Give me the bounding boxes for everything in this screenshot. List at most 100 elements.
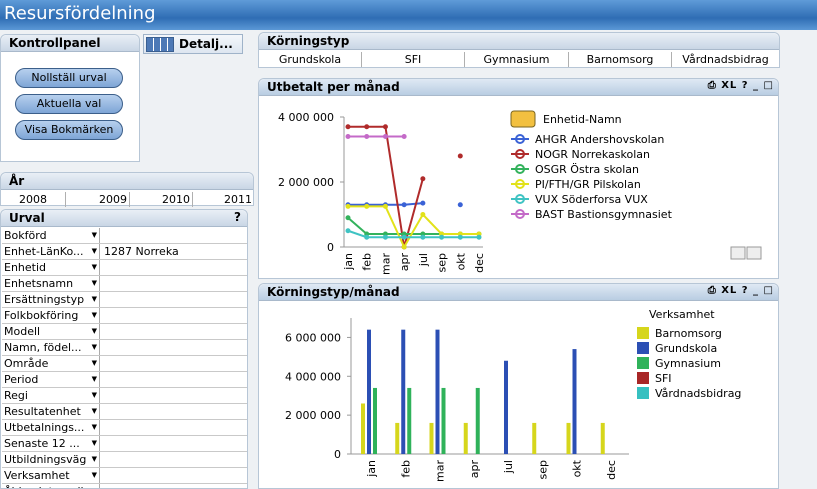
urval-field-name[interactable]: Enhet-LänKo... ▼ — [2, 244, 100, 259]
help-icon[interactable]: ? — [234, 210, 241, 224]
urval-field-name[interactable]: Bokförd ▼ — [2, 228, 100, 243]
urval-row[interactable]: Senaste 12 ... ▼ — [2, 436, 247, 452]
urval-row[interactable]: Modell ▼ — [2, 324, 247, 340]
urval-field-value[interactable]: 1287 Norreka — [104, 245, 179, 258]
urval-field-name[interactable]: Enhetid ▼ — [2, 260, 100, 275]
detalj-button[interactable]: Detalj... — [143, 34, 243, 54]
korningstyp-grundskola[interactable]: Grundskola — [259, 52, 362, 67]
urval-row[interactable]: Utbildningsväg ▼ — [2, 452, 247, 468]
urval-row[interactable]: Verksamhet ▼ — [2, 468, 247, 484]
urval-field-value[interactable] — [101, 228, 247, 243]
year-2011[interactable]: 2011 — [224, 193, 252, 206]
korningstyp-sfi[interactable]: SFI — [362, 52, 465, 67]
dropdown-arrow-icon[interactable]: ▼ — [91, 375, 97, 383]
dropdown-arrow-icon[interactable]: ▼ — [91, 295, 97, 303]
urval-field-name[interactable]: Modell ▼ — [2, 324, 100, 339]
urval-field-value[interactable] — [101, 468, 247, 483]
dropdown-arrow-icon[interactable]: ▼ — [91, 359, 97, 367]
reset-selection-button[interactable]: Nollställ urval — [15, 68, 123, 88]
urval-field-name[interactable]: Ersättningstyp ▼ — [2, 292, 100, 307]
cycle-group-icon — [510, 110, 536, 128]
urval-field-value[interactable] — [101, 260, 247, 275]
urval-row[interactable]: Folkbokföring ▼ — [2, 308, 247, 324]
year-2008[interactable]: 2008 — [1, 192, 66, 207]
urval-field-name[interactable]: Enhetsnamn ▼ — [2, 276, 100, 291]
urval-row[interactable]: Område ▼ — [2, 356, 247, 372]
data-point — [364, 203, 370, 209]
urval-field-name[interactable]: Senaste 12 ... ▼ — [2, 436, 100, 451]
urval-row[interactable]: Ersättningstyp ▼ — [2, 292, 247, 308]
urval-field-value[interactable] — [101, 340, 247, 355]
urval-field-name[interactable]: Period ▼ — [2, 372, 100, 387]
chart1-print-icon[interactable]: ⎙ — [707, 80, 717, 91]
year-2010[interactable]: 2010 — [130, 192, 193, 207]
urval-field-value[interactable] — [101, 388, 247, 403]
dropdown-arrow-icon[interactable]: ▼ — [91, 263, 97, 271]
urval-row[interactable]: Enhetsnamn ▼ — [2, 276, 247, 292]
urval-row[interactable]: Åldersintervall ▼ — [2, 484, 247, 488]
urval-field-value[interactable] — [101, 276, 247, 291]
show-bookmarks-button[interactable]: Visa Bokmärken — [15, 120, 123, 140]
urval-field-label: Resultatenhet — [4, 405, 81, 418]
dropdown-arrow-icon[interactable]: ▼ — [91, 311, 97, 319]
dropdown-arrow-icon[interactable]: ▼ — [91, 471, 97, 479]
dropdown-arrow-icon[interactable]: ▼ — [92, 484, 97, 488]
x-tick-label: mar — [379, 253, 392, 275]
dropdown-arrow-icon[interactable]: ▼ — [91, 391, 97, 399]
current-selections-button[interactable]: Aktuella val — [15, 94, 123, 114]
chart2-print-icon[interactable]: ⎙ — [707, 285, 717, 296]
urval-field-name[interactable]: Område ▼ — [2, 356, 100, 371]
urval-field-value[interactable] — [101, 308, 247, 323]
urval-field-value[interactable] — [101, 372, 247, 387]
urval-title: Urval — [1, 210, 247, 227]
urval-field-value[interactable] — [101, 436, 247, 451]
dropdown-arrow-icon[interactable]: ▼ — [91, 247, 97, 255]
korningstyp-vardnadsbidrag[interactable]: Vårdnadsbidrag — [682, 53, 769, 66]
bar — [600, 422, 605, 454]
urval-field-name[interactable]: Namn, födel... ▼ — [2, 340, 100, 355]
dropdown-arrow-icon[interactable]: ▼ — [91, 343, 97, 351]
urval-field-value[interactable] — [101, 292, 247, 307]
urval-field-name[interactable]: Utbetalnings... ▼ — [2, 420, 100, 435]
chart1-xl-icon[interactable]: XL ? _ — [721, 80, 760, 91]
urval-field-value[interactable] — [101, 356, 247, 371]
urval-row[interactable]: Utbetalnings... ▼ — [2, 420, 247, 436]
data-point — [345, 228, 351, 234]
urval-row[interactable]: Resultatenhet ▼ — [2, 404, 247, 420]
urval-field-name[interactable]: Verksamhet ▼ — [2, 468, 100, 483]
urval-row[interactable]: Enhet-LänKo... ▼ 1287 Norreka — [2, 244, 247, 260]
urval-field-name[interactable]: Utbildningsväg ▼ — [2, 452, 100, 467]
chart1-toolbar-icons[interactable]: ⎙ XL ? _ □ — [708, 80, 774, 91]
urval-field-value[interactable] — [101, 452, 247, 467]
urval-row[interactable]: Bokförd ▼ — [2, 228, 247, 244]
urval-field-value[interactable] — [101, 420, 247, 435]
urval-row[interactable]: Period ▼ — [2, 372, 247, 388]
data-point — [420, 212, 426, 217]
year-2009[interactable]: 2009 — [66, 192, 130, 207]
dropdown-arrow-icon[interactable]: ▼ — [91, 279, 97, 287]
korningstyp-barnomsorg[interactable]: Barnomsorg — [569, 52, 672, 67]
dropdown-arrow-icon[interactable]: ▼ — [91, 231, 97, 239]
chart1-maximize-icon[interactable]: □ — [763, 80, 774, 91]
chart2-maximize-icon[interactable]: □ — [763, 285, 774, 296]
dropdown-arrow-icon[interactable]: ▼ — [91, 327, 97, 335]
urval-row[interactable]: Enhetid ▼ — [2, 260, 247, 276]
urval-row[interactable]: Regi ▼ — [2, 388, 247, 404]
urval-field-value[interactable] — [101, 484, 247, 488]
dropdown-arrow-icon[interactable]: ▼ — [91, 407, 97, 415]
urval-row[interactable]: Namn, födel... ▼ — [2, 340, 247, 356]
urval-field-value[interactable] — [101, 404, 247, 419]
dropdown-arrow-icon[interactable]: ▼ — [91, 423, 97, 431]
urval-field-name[interactable]: Åldersintervall ▼ — [2, 484, 100, 488]
korningstyp-gymnasium[interactable]: Gymnasium — [465, 52, 569, 67]
dropdown-arrow-icon[interactable]: ▼ — [91, 439, 97, 447]
legend-swatch — [637, 327, 649, 339]
data-point — [401, 244, 407, 250]
chart2-toolbar-icons[interactable]: ⎙ XL ? _ □ — [708, 285, 774, 296]
urval-field-name[interactable]: Folkbokföring ▼ — [2, 308, 100, 323]
chart2-xl-icon[interactable]: XL ? _ — [721, 285, 760, 296]
urval-field-value[interactable] — [101, 324, 247, 339]
urval-field-name[interactable]: Resultatenhet ▼ — [2, 404, 100, 419]
dropdown-arrow-icon[interactable]: ▼ — [91, 455, 97, 463]
urval-field-name[interactable]: Regi ▼ — [2, 388, 100, 403]
